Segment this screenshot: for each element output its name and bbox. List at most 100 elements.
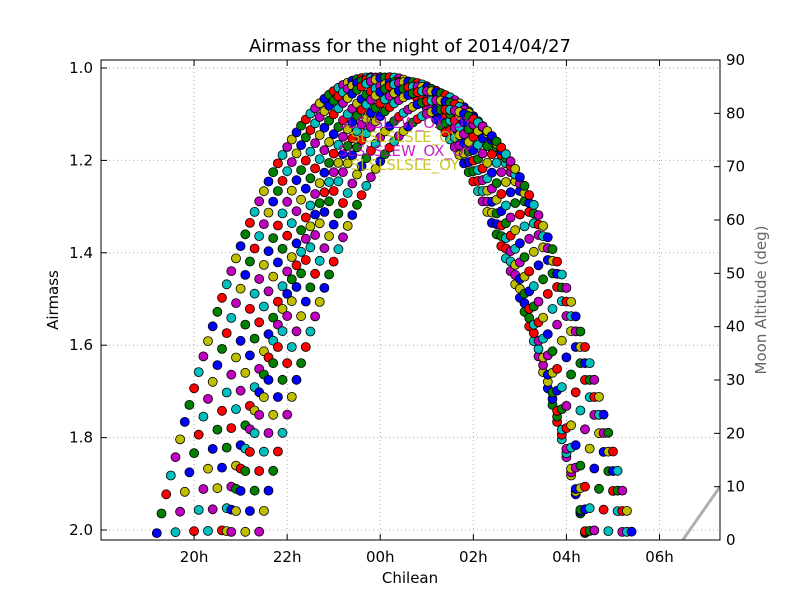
airmass-point — [505, 156, 516, 167]
y2-tick-label: 30 — [726, 371, 745, 389]
airmass-point — [328, 186, 339, 196]
airmass-point — [361, 180, 372, 191]
airmass-point — [244, 217, 255, 228]
airmass-point — [515, 209, 525, 220]
airmass-point — [328, 148, 339, 159]
airmass-point — [282, 311, 293, 321]
airmass-point — [500, 177, 511, 187]
airmass-points — [151, 72, 637, 538]
airmass-point — [179, 486, 190, 497]
airmass-point — [240, 269, 251, 280]
airmass-point — [263, 428, 274, 438]
airmass-point — [231, 352, 241, 363]
airmass-point — [272, 319, 283, 330]
airmass-point — [221, 442, 232, 453]
airmass-point — [612, 465, 623, 476]
airmass-point — [291, 148, 302, 159]
airmass-point — [249, 333, 260, 344]
airmass-point — [203, 526, 213, 536]
airmass-point — [519, 252, 530, 263]
airmass-point — [272, 342, 283, 352]
airmass-point — [291, 374, 302, 385]
airmass-point — [193, 429, 204, 440]
airmass-point — [282, 358, 293, 369]
airmass-point — [263, 329, 274, 340]
airmass-point — [244, 350, 255, 361]
airmass-point — [338, 131, 348, 142]
airmass-point — [561, 400, 572, 411]
plot-frame — [100, 59, 721, 541]
airmass-point — [538, 274, 548, 285]
airmass-point — [235, 241, 246, 252]
y-tick-label: 1.8 — [69, 429, 93, 447]
y2-axis-label: Moon Altitude (deg) — [752, 226, 770, 375]
airmass-point — [291, 260, 302, 271]
y-tick-label: 2.0 — [69, 521, 93, 539]
airmass-point — [296, 140, 307, 151]
airmass-point — [533, 343, 544, 354]
airmass-point — [333, 208, 344, 219]
airmass-point — [291, 326, 302, 337]
airmass-point — [580, 481, 590, 492]
airmass-point — [342, 124, 353, 135]
airmass-point — [244, 506, 255, 516]
y-axis-label: Airmass — [44, 270, 62, 330]
airmass-point — [305, 221, 316, 232]
x-tick-label: 02h — [459, 548, 488, 566]
airmass-point — [272, 392, 283, 402]
airmass-point — [542, 288, 553, 299]
airmass-point — [310, 189, 321, 199]
airmass-point — [263, 176, 274, 187]
airmass-point — [319, 207, 330, 217]
airmass-point — [300, 233, 311, 244]
x-axis-label: Chilean — [382, 569, 438, 587]
airmass-point — [231, 253, 241, 264]
airmass-point — [580, 342, 590, 352]
airmass-point — [226, 369, 237, 380]
airmass-point — [314, 198, 325, 209]
airmass-point — [207, 376, 218, 387]
airmass-point — [277, 208, 288, 219]
airmass-point — [482, 157, 493, 168]
airmass-point — [249, 206, 260, 217]
airmass-point — [496, 167, 507, 178]
airmass-point — [258, 186, 269, 197]
airmass-point — [328, 256, 339, 267]
airmass-point — [314, 218, 325, 229]
airmass-point — [305, 173, 316, 184]
airmass-point — [338, 167, 348, 178]
airmass-point — [319, 167, 330, 178]
airmass-point — [305, 146, 316, 157]
airmass-point — [580, 424, 590, 435]
airmass-point — [268, 312, 279, 323]
airmass-point — [365, 145, 376, 156]
airmass-point — [324, 231, 335, 242]
airmass-point — [282, 288, 293, 299]
airmass-point — [375, 156, 386, 167]
airmass-point — [277, 281, 288, 292]
airmass-point — [291, 206, 302, 217]
airmass-point — [314, 130, 325, 141]
airmass-point — [263, 246, 274, 257]
airmass-point — [254, 274, 265, 284]
airmass-point — [254, 196, 265, 207]
y2-tick-label: 10 — [726, 478, 745, 496]
airmass-point — [333, 176, 344, 187]
airmass-point — [556, 269, 567, 280]
airmass-point — [370, 163, 381, 174]
y2-tick-label: 90 — [726, 51, 745, 69]
airmass-point — [524, 233, 535, 244]
airmass-point — [296, 225, 307, 236]
airmass-point — [240, 367, 251, 378]
airmass-point — [342, 141, 353, 151]
airmass-point — [268, 233, 279, 244]
airmass-point — [231, 404, 241, 415]
airmass-point — [519, 180, 530, 191]
airmass-point — [338, 198, 348, 208]
airmass-point — [356, 190, 367, 201]
airmass-point — [552, 363, 562, 374]
airmass-point — [268, 196, 279, 207]
airmass-point — [286, 391, 297, 402]
airmass-point — [203, 463, 213, 474]
